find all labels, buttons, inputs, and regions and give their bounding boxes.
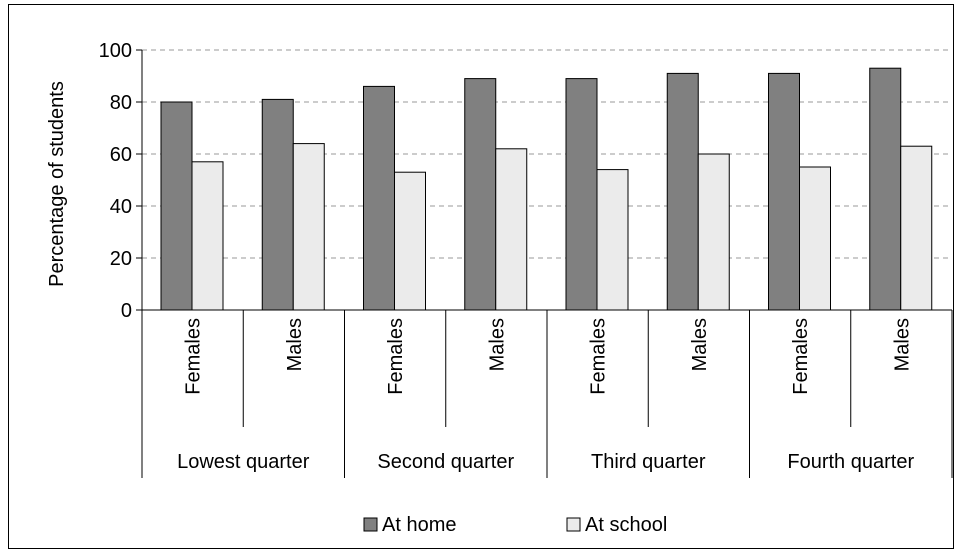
y-tick-label: 40 xyxy=(110,196,132,218)
group-label: Second quarter xyxy=(377,451,514,473)
y-tick-label: 0 xyxy=(121,300,132,322)
category-label: Females xyxy=(183,318,205,395)
category-label: Males xyxy=(486,318,508,371)
bar-at-school xyxy=(697,153,730,311)
category-label: Males xyxy=(689,318,711,371)
legend: At home At school xyxy=(363,514,667,536)
bar-at-home xyxy=(464,78,497,311)
y-tick-label: 80 xyxy=(110,92,132,114)
category-label: Females xyxy=(790,318,812,395)
axes xyxy=(136,49,953,478)
bar-at-school xyxy=(191,161,224,311)
bar-at-school xyxy=(394,171,426,311)
group-label: Fourth quarter xyxy=(787,451,914,473)
legend-swatch-at-home xyxy=(363,517,378,532)
bar-at-school xyxy=(596,169,629,311)
legend-label-at-school: At school xyxy=(585,514,667,536)
bar-at-home xyxy=(768,72,800,311)
bars xyxy=(160,67,933,311)
category-label: Females xyxy=(385,318,407,395)
category-label: Females xyxy=(588,318,610,395)
category-label: Males xyxy=(891,318,913,371)
category-labels: Females Males Females Males Females Males Fema… xyxy=(183,318,914,395)
bar-at-home xyxy=(160,101,193,311)
legend-label-at-home: At home xyxy=(382,514,456,536)
bar-at-home xyxy=(565,78,598,311)
group-label: Lowest quarter xyxy=(177,451,310,473)
bar-at-home xyxy=(261,98,294,311)
bar-at-school xyxy=(495,148,528,311)
bar-at-home xyxy=(869,67,902,311)
y-tick-labels: 0 20 40 60 80 100 xyxy=(99,40,132,322)
y-tick-label: 20 xyxy=(110,248,132,270)
bar-at-school xyxy=(292,143,325,311)
bar-at-school xyxy=(900,145,933,311)
category-label: Males xyxy=(284,318,306,371)
group-label: Third quarter xyxy=(591,451,706,473)
bar-at-school xyxy=(799,166,831,311)
legend-swatch-at-school xyxy=(566,517,581,532)
y-axis-label: Percentage of students xyxy=(46,81,68,287)
y-tick-label: 60 xyxy=(110,144,132,166)
bar-at-home xyxy=(666,72,699,311)
group-labels: Lowest quarter Second quarter Third quarte… xyxy=(177,451,914,473)
bar-at-home xyxy=(363,85,395,311)
y-tick-label: 100 xyxy=(99,40,132,62)
